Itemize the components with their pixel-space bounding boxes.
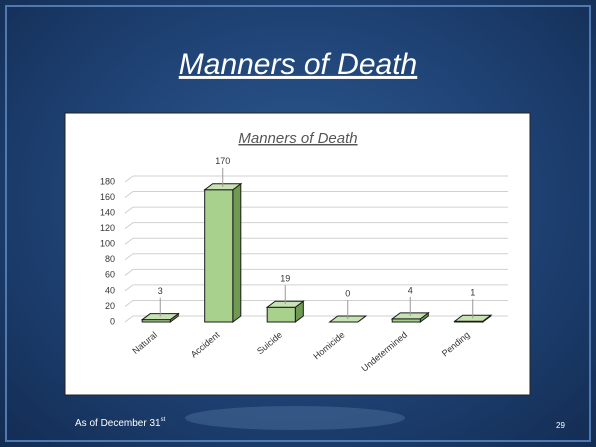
data-label: 19 bbox=[280, 274, 290, 284]
bar-top bbox=[203, 183, 243, 191]
grid-line bbox=[124, 315, 134, 323]
data-label: 1 bbox=[470, 288, 475, 298]
page-number: 29 bbox=[556, 421, 565, 430]
grid-line bbox=[124, 300, 134, 307]
bar bbox=[390, 311, 430, 323]
bar-front bbox=[204, 189, 234, 323]
grid-line bbox=[124, 175, 134, 183]
y-tick-label: 100 bbox=[100, 239, 115, 249]
bar bbox=[140, 312, 180, 323]
bar bbox=[265, 300, 305, 323]
y-tick-label: 40 bbox=[105, 285, 115, 295]
y-tick-label: 120 bbox=[100, 223, 115, 233]
footer-text: As of December 31 bbox=[75, 418, 161, 429]
grid-line bbox=[124, 222, 134, 230]
y-tick-label: 180 bbox=[100, 176, 115, 186]
y-tick-label: 20 bbox=[105, 301, 115, 311]
slide-border bbox=[5, 5, 591, 442]
slide-title: Manners of Death bbox=[179, 48, 417, 81]
data-label: 0 bbox=[345, 288, 350, 298]
grid-line bbox=[124, 191, 134, 198]
chart-title: Manners of Death bbox=[238, 130, 357, 147]
data-label: 4 bbox=[408, 285, 413, 295]
grid-line bbox=[124, 237, 134, 245]
grid-line bbox=[124, 206, 134, 214]
y-tick-label: 0 bbox=[110, 316, 115, 326]
bar-top bbox=[390, 312, 430, 320]
bar bbox=[328, 315, 368, 323]
footer-sup: st bbox=[161, 417, 166, 423]
bar-front bbox=[266, 306, 296, 323]
y-tick-label: 160 bbox=[100, 192, 115, 202]
decor bbox=[185, 406, 405, 430]
bar bbox=[203, 182, 243, 323]
grid-line bbox=[124, 253, 134, 261]
y-tick-label: 80 bbox=[105, 254, 115, 264]
footer: As of December 31st bbox=[75, 417, 166, 429]
data-label: 170 bbox=[215, 156, 230, 166]
y-tick-label: 140 bbox=[100, 207, 115, 217]
y-tick-label: 60 bbox=[105, 270, 115, 280]
grid-line bbox=[124, 268, 134, 276]
grid-line bbox=[124, 284, 134, 292]
bar-top bbox=[140, 313, 180, 321]
bar-side bbox=[232, 182, 242, 323]
data-label: 3 bbox=[158, 286, 163, 296]
